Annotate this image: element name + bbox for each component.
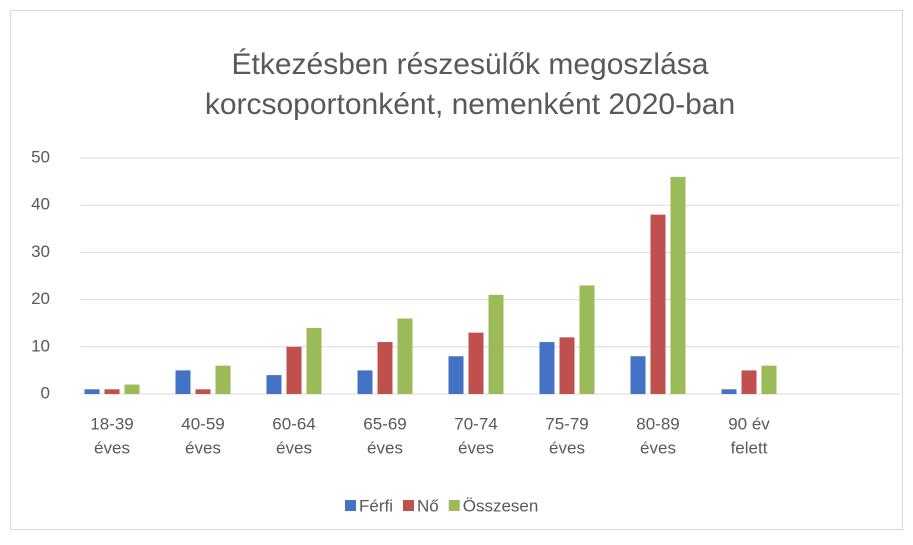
bar	[488, 294, 504, 394]
chart-frame	[10, 10, 903, 530]
legend-swatch	[403, 500, 414, 511]
bar	[306, 327, 322, 394]
x-tick-label: éves	[276, 438, 312, 457]
bar	[559, 337, 575, 394]
bar	[397, 318, 413, 394]
x-tick-label: 90 év	[728, 414, 770, 433]
chart-title: Étkezésben részesülők megoszlása	[232, 48, 709, 81]
x-tick-label: 80-89	[636, 414, 679, 433]
x-tick-label: éves	[549, 438, 585, 457]
bar	[266, 375, 282, 394]
bar	[215, 365, 231, 394]
x-tick-label: 18-39	[90, 414, 133, 433]
bar	[84, 389, 100, 394]
bar	[539, 342, 555, 394]
x-tick-label: éves	[185, 438, 221, 457]
x-tick-label: éves	[367, 438, 403, 457]
bar	[741, 370, 757, 394]
bar	[468, 332, 484, 394]
y-tick-label: 20	[31, 289, 50, 308]
x-tick-label: 60-64	[272, 414, 315, 433]
x-tick-label: éves	[640, 438, 676, 457]
y-tick-label: 0	[41, 383, 50, 402]
bar	[124, 384, 140, 394]
legend-swatch	[345, 500, 356, 511]
x-tick-label: 75-79	[545, 414, 588, 433]
x-tick-label: éves	[458, 438, 494, 457]
legend-swatch	[448, 500, 460, 511]
bar	[721, 389, 737, 394]
bar	[579, 285, 595, 394]
x-tick-label: felett	[731, 438, 768, 457]
y-tick-label: 40	[31, 195, 50, 214]
y-tick-label: 10	[31, 336, 50, 355]
bar	[195, 389, 211, 394]
x-tick-label: 40-59	[181, 414, 224, 433]
bar	[357, 370, 373, 394]
y-tick-label: 50	[31, 147, 50, 166]
bar	[670, 176, 686, 394]
x-tick-label: éves	[94, 438, 130, 457]
bar	[175, 370, 191, 394]
bar	[377, 342, 393, 394]
x-tick-label: 70-74	[454, 414, 497, 433]
bar	[630, 356, 646, 394]
bar	[104, 389, 120, 394]
bar	[448, 356, 464, 394]
bar	[761, 365, 777, 394]
x-tick-label: 65-69	[363, 414, 406, 433]
bar	[650, 214, 666, 394]
legend-label: Nő	[417, 496, 439, 515]
bar	[286, 346, 302, 394]
chart-title: korcsoportonként, nemenként 2020-ban	[205, 88, 735, 121]
y-tick-label: 30	[31, 242, 50, 261]
legend-label: Összesen	[463, 496, 539, 515]
legend-label: Férfi	[359, 496, 393, 515]
